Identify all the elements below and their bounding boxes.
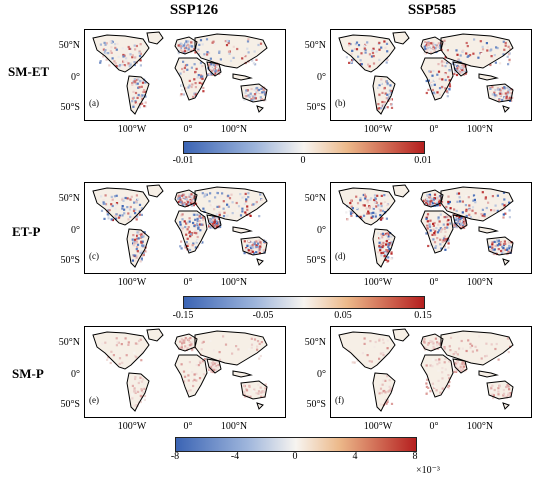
latitude-label: 0°	[317, 225, 326, 236]
longitude-label: 100°N	[220, 124, 248, 135]
world-map	[92, 184, 268, 268]
column-title-ssp585: SSP585	[407, 2, 457, 18]
latitude-label: 0°	[317, 369, 326, 380]
row-label-et-p: ET-P	[12, 224, 41, 239]
map-panel: (a)	[84, 29, 286, 121]
longitude-label: 100°W	[363, 277, 393, 288]
colorbar-tick-label: -0.05	[252, 310, 274, 321]
colorbar-tick-label: 0.15	[414, 310, 432, 321]
longitude-label: 100°N	[466, 124, 494, 135]
colorbar-tick-label: -0.15	[172, 310, 194, 321]
latitude-label: 50°N	[304, 337, 326, 348]
longitude-label: 100°W	[363, 124, 393, 135]
colorbar-tick-label: 0	[292, 451, 298, 462]
colorbar-tick-label: 0.05	[334, 310, 352, 321]
panel-tag: (b)	[335, 98, 346, 108]
colorbar-et-p: -0.15 -0.05 0.05 0.15	[173, 296, 432, 321]
colorbar-sm-et: -0.01 0 0.01	[173, 141, 432, 166]
panel-tag: (e)	[89, 395, 99, 405]
latitude-label: 50°S	[306, 255, 326, 266]
latitude-label: 50°S	[60, 255, 80, 266]
colorbar-tick-label: 8	[412, 451, 418, 462]
latitude-label: 0°	[317, 72, 326, 83]
map-panel: (d)	[330, 182, 532, 274]
longitude-label: 0°	[183, 277, 193, 288]
colorbar-gradient	[183, 141, 425, 154]
column-title-ssp126: SSP126	[169, 2, 219, 18]
map-panel: (b)	[330, 29, 532, 121]
latitude-label: 50°N	[58, 337, 80, 348]
longitude-label: 0°	[429, 277, 439, 288]
map-panel: (f)	[330, 326, 532, 418]
latitude-label: 0°	[71, 72, 80, 83]
panel-tag: (f)	[335, 395, 344, 405]
colorbar-gradient	[183, 296, 425, 309]
longitude-label: 100°N	[220, 421, 248, 432]
latitude-label: 50°S	[60, 399, 80, 410]
colorbar-tick-label: -8	[170, 451, 180, 462]
colorbar-tick-label: 0.01	[414, 155, 432, 166]
latitude-label: 50°N	[58, 193, 80, 204]
longitude-label: 100°W	[117, 277, 147, 288]
world-map	[92, 31, 268, 115]
row-label-sm-p: SM-P	[12, 366, 44, 381]
longitude-label: 100°W	[117, 421, 147, 432]
colorbar-sm-p: -8 -4 0 4 8	[171, 437, 418, 462]
map-panel: (e)	[84, 326, 286, 418]
panel-tag: (d)	[335, 251, 346, 261]
longitude-label: 100°N	[466, 277, 494, 288]
latitude-label: 0°	[71, 225, 80, 236]
longitude-label: 0°	[429, 421, 439, 432]
latitude-label: 50°N	[58, 40, 80, 51]
latitude-label: 50°N	[304, 40, 326, 51]
colorbar-tick-label: -4	[230, 451, 240, 462]
world-map	[92, 328, 268, 412]
longitude-label: 100°N	[220, 277, 248, 288]
panel-tag: (c)	[89, 251, 99, 261]
world-map	[338, 31, 514, 115]
longitude-label: 100°W	[363, 421, 393, 432]
map-panel: (c)	[84, 182, 286, 274]
longitude-label: 100°N	[466, 421, 494, 432]
latitude-label: 50°N	[304, 193, 326, 204]
longitude-label: 100°W	[117, 124, 147, 135]
longitude-label: 0°	[429, 124, 439, 135]
world-map	[338, 328, 514, 412]
latitude-label: 0°	[71, 369, 80, 380]
colorbar-tick-label: 0	[300, 155, 306, 166]
colorbar-gradient	[175, 437, 417, 452]
longitude-label: 0°	[183, 421, 193, 432]
longitude-label: 0°	[183, 124, 193, 135]
world-map	[338, 184, 514, 268]
panel-tag: (a)	[89, 98, 99, 108]
colorbar-exponent: ×10⁻³	[416, 465, 440, 476]
colorbar-tick-label: 4	[352, 451, 358, 462]
latitude-label: 50°S	[60, 102, 80, 113]
colorbar-tick-label: -0.01	[172, 155, 194, 166]
latitude-label: 50°S	[306, 399, 326, 410]
latitude-label: 50°S	[306, 102, 326, 113]
row-label-sm-et: SM-ET	[8, 64, 50, 79]
